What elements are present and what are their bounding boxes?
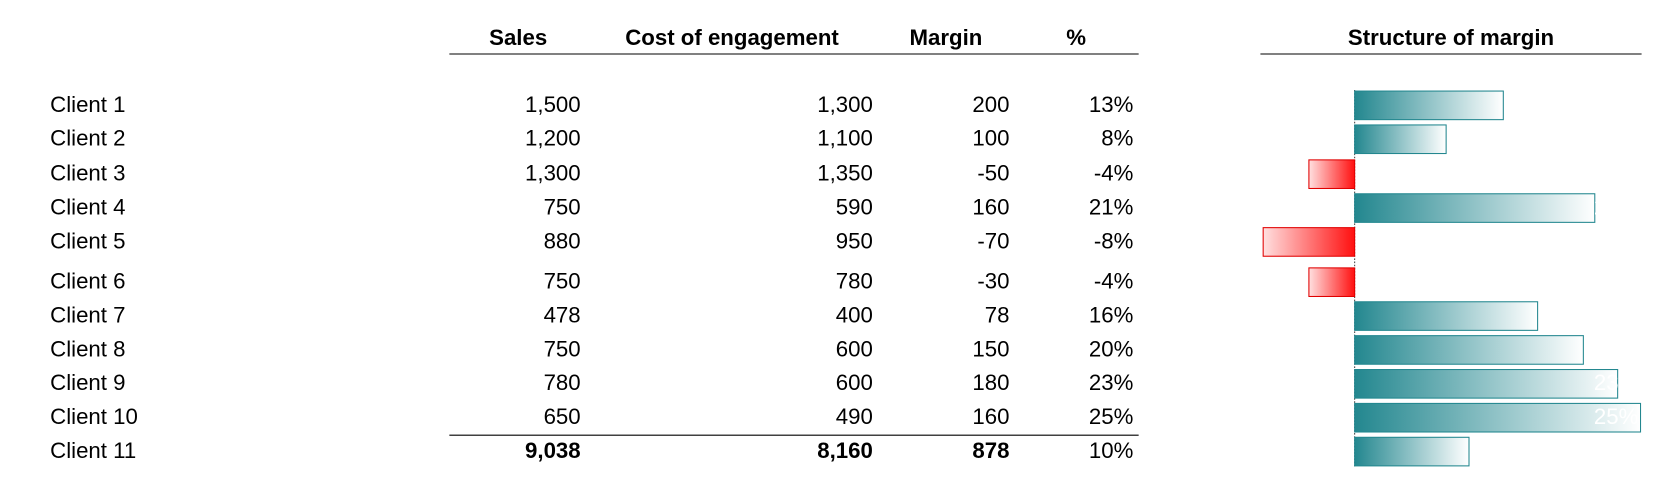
cell-value: 878 <box>972 438 1009 463</box>
cell-value: 78 <box>985 302 1010 327</box>
client-name: Client 5 <box>50 228 125 253</box>
bar-label: -4% <box>1599 161 1639 186</box>
client-name: Client 1 <box>50 92 125 117</box>
margin-bar <box>1354 402 1642 433</box>
percent-value: -4% <box>1094 269 1134 294</box>
percent-value: 25% <box>1089 404 1133 429</box>
cell-value: 780 <box>836 269 873 294</box>
client-name: Client 6 <box>50 269 125 294</box>
cell-value: 8,160 <box>817 438 873 463</box>
client-name: Client 2 <box>50 126 125 151</box>
cell-value: 160 <box>972 194 1009 219</box>
column-header: % <box>1066 25 1086 50</box>
cell-value: 600 <box>836 336 873 361</box>
percent-value: 10% <box>1089 438 1133 463</box>
percent-value: 20% <box>1089 336 1133 361</box>
margin-bar <box>1354 193 1596 223</box>
percent-value: 23% <box>1089 370 1133 395</box>
cell-value: 9,038 <box>525 438 581 463</box>
cell-value: 750 <box>544 194 581 219</box>
client-name: Client 11 <box>50 438 136 463</box>
percent-value: 21% <box>1089 194 1133 219</box>
bar-label: 13% <box>1594 92 1638 117</box>
cell-value: 590 <box>836 194 873 219</box>
client-name: Client 10 <box>50 404 138 429</box>
cell-value: 160 <box>972 404 1009 429</box>
margin-bar <box>1354 436 1470 467</box>
cell-value: 1,100 <box>817 126 873 151</box>
cell-value: 1,200 <box>525 126 581 151</box>
margin-bar <box>1262 227 1356 257</box>
bar-label: 8% <box>1606 126 1638 151</box>
bar-label: 25% <box>1594 404 1638 429</box>
cell-value: 1,300 <box>817 92 873 117</box>
margin-bar <box>1354 301 1539 331</box>
margin-bar <box>1354 124 1447 155</box>
column-header: Cost of engagement <box>625 25 839 50</box>
cell-value: 600 <box>836 370 873 395</box>
cell-value: 1,300 <box>525 161 581 186</box>
cell-value: -50 <box>977 161 1009 186</box>
cell-value: 400 <box>836 302 873 327</box>
cell-value: 650 <box>544 404 581 429</box>
percent-value: 8% <box>1101 126 1133 151</box>
bar-label: 20% <box>1594 336 1638 361</box>
bar-label: 16% <box>1594 302 1638 327</box>
bar-label: 10% <box>1594 438 1638 463</box>
cell-value: 1,500 <box>525 92 581 117</box>
cell-value: 1,350 <box>817 161 873 186</box>
percent-value: -4% <box>1094 161 1134 186</box>
percent-value: -8% <box>1094 228 1134 253</box>
bar-label: 23% <box>1594 370 1638 395</box>
cell-value: 150 <box>972 336 1009 361</box>
margin-bar <box>1308 267 1356 297</box>
client-name: Client 7 <box>50 302 125 327</box>
cell-value: 750 <box>544 336 581 361</box>
margin-bar <box>1354 90 1504 121</box>
column-header: Margin <box>910 25 983 50</box>
cell-value: -70 <box>977 228 1009 253</box>
percent-value: 16% <box>1089 302 1133 327</box>
margin-bar <box>1354 369 1619 399</box>
column-header: Sales <box>489 25 547 50</box>
client-name: Client 4 <box>50 194 125 219</box>
cell-value: 750 <box>544 269 581 294</box>
bar-label: -4% <box>1599 269 1639 294</box>
percent-value: 13% <box>1089 92 1133 117</box>
cell-value: 100 <box>972 126 1009 151</box>
margin-bar <box>1308 159 1356 189</box>
bar-label: -8% <box>1599 228 1639 253</box>
cell-value: 490 <box>836 404 873 429</box>
cell-value: 478 <box>544 302 581 327</box>
cell-value: 880 <box>544 228 581 253</box>
cell-value: 780 <box>544 370 581 395</box>
margin-bar <box>1354 335 1584 365</box>
client-name: Client 8 <box>50 336 125 361</box>
bar-label: 21% <box>1594 194 1638 219</box>
cell-value: 180 <box>972 370 1009 395</box>
cell-value: 200 <box>972 92 1009 117</box>
client-name: Client 9 <box>50 370 125 395</box>
cell-value: -30 <box>977 269 1009 294</box>
cell-value: 950 <box>836 228 873 253</box>
chart-title: Structure of margin <box>1348 25 1554 50</box>
client-name: Client 3 <box>50 161 125 186</box>
